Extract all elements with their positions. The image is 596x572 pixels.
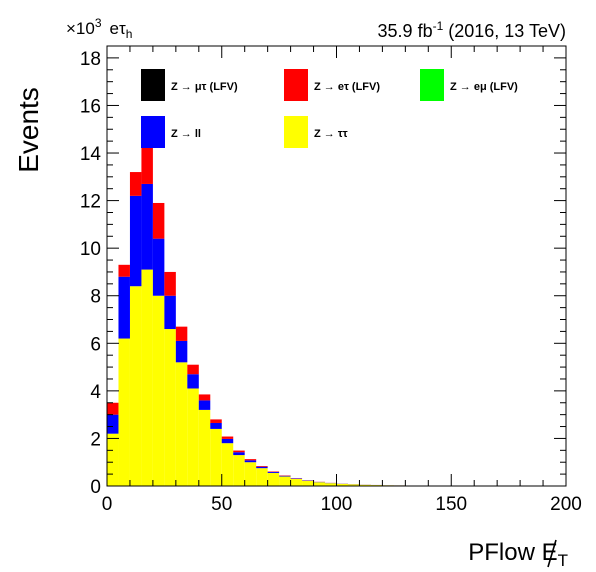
bar-1-bin-10 [222,439,233,443]
bar-1-bin-12 [245,460,256,462]
bar-1-bin-3 [141,184,152,270]
bar-1-bin-4 [153,239,164,296]
bar-1-bin-14 [268,472,279,473]
legend-label: Z → eτ (LFV) [314,81,380,93]
bar-2-bin-9 [210,419,221,423]
bar-0-bin-10 [222,443,233,486]
x-tick-label: 0 [102,494,113,515]
bar-0-bin-2 [130,286,141,486]
legend-swatch [420,69,444,101]
bar-0-bin-0 [107,434,118,486]
bar-1-bin-1 [118,277,129,339]
bar-0-bin-11 [233,455,244,486]
bar-0-bin-9 [210,429,221,486]
bar-0-bin-7 [187,388,198,486]
y-tick-label: 8 [90,287,101,308]
bar-0-bin-8 [199,410,210,486]
legend-swatch [284,116,308,148]
legend: Z → μτ (LFV) Z → eτ (LFV) Z → eμ (LFV) Z → … [141,69,518,148]
bar-2-bin-1 [118,265,129,277]
bar-0-bin-13 [256,468,267,486]
legend-swatch [284,69,308,101]
y-tick-label: 2 [90,429,101,450]
bar-0-bin-3 [141,270,152,486]
x-tick-label: 200 [550,494,582,515]
bar-0-bin-14 [268,473,279,486]
legend-swatch [141,69,165,101]
bar-1-bin-0 [107,415,118,434]
legend-label: Z → eμ (LFV) [450,81,518,93]
bar-1-bin-2 [130,196,141,286]
bar-0-bin-5 [164,329,175,486]
bar-0-bin-6 [176,362,187,486]
bar-0-bin-17 [302,481,313,486]
bar-2-bin-5 [164,272,175,296]
x-axis-title: PFlow ET [468,539,568,570]
luminosity-label: 35.9 fb-1 (2016, 13 TeV) [378,19,566,41]
y-tick-label: 0 [90,477,101,498]
bar-2-bin-11 [233,451,244,453]
y-tick-label: 10 [80,239,101,260]
bar-1-bin-13 [256,467,267,468]
y-scale-label: ×103 eτh [66,16,132,41]
y-tick-label: 6 [90,334,101,355]
x-tick-label: 150 [435,494,467,515]
legend-label: Z → μτ (LFV) [171,81,238,93]
bar-2-bin-4 [153,203,164,239]
y-tick-label: 4 [90,382,101,403]
bar-2-bin-3 [141,146,152,184]
bar-2-bin-8 [199,394,210,400]
bar-2-bin-10 [222,437,233,439]
bar-1-bin-6 [176,341,187,362]
y-tick-label: 14 [80,144,102,165]
histogram-bars [107,146,566,486]
y-tick-label: 12 [80,192,101,213]
legend-swatch [141,116,165,148]
y-axis-title: Events [13,87,44,173]
bar-2-bin-6 [176,327,187,341]
bar-2-bin-13 [256,466,267,467]
legend-label: Z → ll [171,128,201,140]
bar-2-bin-2 [130,172,141,196]
bar-1-bin-11 [233,452,244,455]
bar-1-bin-8 [199,400,210,410]
bar-0-bin-15 [279,476,290,486]
y-tick-label: 16 [80,96,101,117]
bar-0-bin-12 [245,462,256,486]
bar-1-bin-7 [187,374,198,388]
bar-1-bin-15 [279,476,290,477]
x-tick-label: 100 [321,494,353,515]
bar-0-bin-16 [291,479,302,486]
y-tick-label: 18 [80,49,101,70]
bar-0-bin-1 [118,339,129,486]
bar-2-bin-12 [245,459,256,460]
bar-2-bin-0 [107,403,118,415]
bar-2-bin-7 [187,365,198,375]
legend-label: Z → ττ [314,128,348,140]
bar-0-bin-18 [314,482,325,486]
bar-1-bin-5 [164,296,175,329]
bar-0-bin-4 [153,296,164,486]
x-tick-label: 50 [211,494,232,515]
bar-1-bin-9 [210,423,221,429]
